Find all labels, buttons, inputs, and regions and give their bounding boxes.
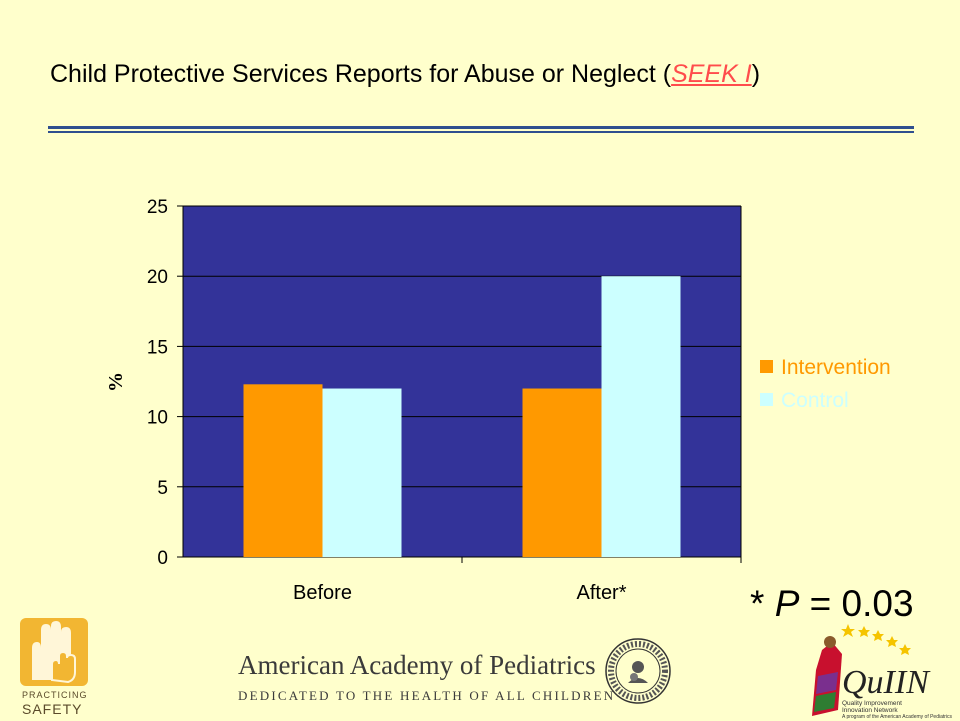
y-tick-label: 25 bbox=[147, 197, 168, 218]
bar-control-1 bbox=[601, 276, 681, 557]
legend-swatch-intervention bbox=[760, 360, 773, 373]
practicing-safety-logo bbox=[20, 618, 88, 686]
p-note-value: = 0.03 bbox=[799, 583, 914, 624]
quiin-sub-1: Quality Improvement bbox=[842, 700, 902, 707]
bar-intervention-0 bbox=[243, 384, 323, 557]
p-value-note: * P = 0.03 bbox=[750, 583, 914, 625]
quiin-logo-icon bbox=[812, 624, 911, 716]
aap-seal-icon bbox=[605, 638, 671, 704]
title-close: ) bbox=[751, 60, 761, 88]
y-axis-label: % bbox=[105, 372, 127, 392]
legend-label-control: Control bbox=[781, 389, 849, 412]
quiin-name: QuIIN bbox=[842, 664, 929, 701]
seek-link[interactable]: SEEK I bbox=[671, 60, 752, 88]
practicing-safety-line2: SAFETY bbox=[22, 701, 83, 717]
bar-control-0 bbox=[322, 388, 402, 557]
p-note-var: P bbox=[774, 583, 800, 624]
x-tick-label: After* bbox=[576, 582, 626, 604]
title-text: Child Protective Services Reports for Ab… bbox=[50, 60, 672, 88]
quiin-sub-2: Innovation Network bbox=[842, 707, 898, 714]
legend-swatch-control bbox=[760, 393, 773, 406]
title-rule bbox=[48, 126, 914, 129]
y-tick-label: 5 bbox=[157, 478, 168, 499]
slide-title: Child Protective Services Reports for Ab… bbox=[50, 58, 880, 90]
y-tick-label: 10 bbox=[147, 408, 168, 429]
y-tick-label: 15 bbox=[147, 337, 168, 358]
legend-label-intervention: Intervention bbox=[781, 356, 891, 379]
quiin-sub-3: A program of the American Academy of Ped… bbox=[842, 714, 953, 720]
bar-intervention-1 bbox=[522, 388, 602, 557]
title-rule-thin bbox=[48, 131, 914, 133]
practicing-safety-line1: PRACTICING bbox=[22, 690, 88, 700]
p-note-star: * bbox=[750, 583, 775, 624]
x-tick-label: Before bbox=[293, 582, 352, 604]
aap-tagline: DEDICATED TO THE HEALTH OF ALL CHILDREN™ bbox=[238, 688, 631, 703]
y-tick-label: 20 bbox=[147, 267, 168, 288]
aap-name: American Academy of Pediatrics bbox=[238, 650, 596, 680]
y-tick-label: 0 bbox=[157, 548, 168, 569]
